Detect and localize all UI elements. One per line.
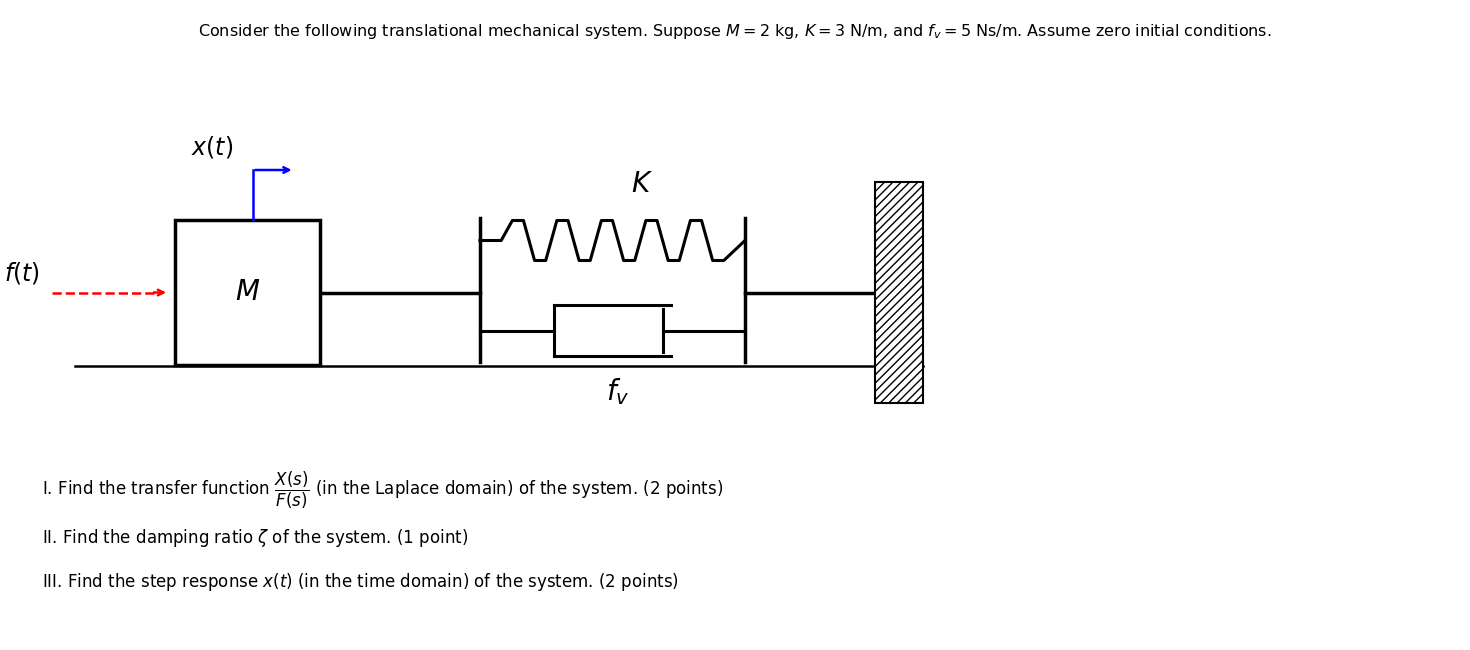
Text: III. Find the step response $x(t)$ (in the time domain) of the system. (2 points: III. Find the step response $x(t)$ (in t… bbox=[43, 571, 679, 593]
Text: Consider the following translational mechanical system. Suppose $M = 2$ kg, $K =: Consider the following translational mec… bbox=[198, 22, 1272, 41]
Bar bbox=[175, 220, 320, 365]
Bar bbox=[875, 183, 923, 402]
Text: $x(t)$: $x(t)$ bbox=[191, 134, 232, 160]
Text: $M$: $M$ bbox=[235, 278, 260, 307]
Text: $f_v$: $f_v$ bbox=[606, 376, 629, 408]
Text: $f(t)$: $f(t)$ bbox=[4, 261, 40, 287]
Text: $K$: $K$ bbox=[632, 170, 654, 198]
Text: I. Find the transfer function $\dfrac{X(s)}{F(s)}$ (in the Laplace domain) of th: I. Find the transfer function $\dfrac{X(… bbox=[43, 469, 723, 511]
Text: II. Find the damping ratio $\zeta$ of the system. (1 point): II. Find the damping ratio $\zeta$ of th… bbox=[43, 527, 469, 549]
